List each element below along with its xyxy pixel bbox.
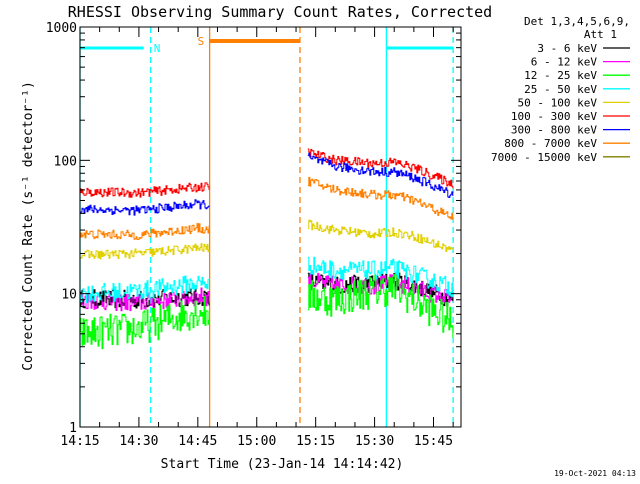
legend-header-1: Det 1,3,4,5,6,9, — [524, 15, 630, 28]
y-tick-label: 1000 — [46, 21, 77, 36]
legend-entry-label: 3 - 6 keV — [537, 42, 597, 55]
series-trace — [80, 275, 210, 304]
series-trace — [80, 243, 210, 260]
series-trace — [307, 256, 454, 298]
legend-entry-label: 25 - 50 keV — [524, 83, 597, 96]
series-trace — [307, 176, 454, 220]
series-trace — [80, 296, 210, 350]
time-intervals: NS — [79, 27, 454, 427]
x-tick-label: 14:45 — [178, 434, 217, 449]
night-interval-label: N — [154, 42, 161, 55]
x-tick-label: 14:30 — [119, 434, 158, 449]
legend-entry-label: 50 - 100 keV — [518, 96, 598, 109]
saa-interval-label: S — [198, 35, 205, 48]
x-tick-label: 15:30 — [355, 434, 394, 449]
y-tick-label: 100 — [54, 154, 77, 169]
series-trace — [307, 273, 454, 338]
x-tick-label: 14:15 — [60, 434, 99, 449]
series-trace — [307, 152, 454, 198]
y-tick-label: 10 — [61, 288, 77, 303]
x-tick-label: 15:45 — [414, 434, 453, 449]
legend-entry-label: 100 - 300 keV — [511, 110, 597, 123]
chart-title: RHESSI Observing Summary Count Rates, Co… — [68, 3, 492, 21]
legend-entry-label: 800 - 7000 keV — [504, 137, 597, 150]
plot-frame — [79, 26, 462, 428]
series-trace — [80, 287, 210, 312]
x-axis-label: Start Time (23-Jan-14 14:14:42) — [161, 457, 404, 472]
legend-entry-label: 12 - 25 keV — [524, 69, 597, 82]
legend-entry-label: 300 - 800 keV — [511, 124, 597, 137]
data-series — [80, 148, 454, 350]
series-trace — [80, 223, 210, 240]
series-trace — [80, 182, 210, 198]
x-tick-label: 15:15 — [296, 434, 335, 449]
y-tick-label: 1 — [69, 421, 77, 436]
series-trace — [307, 148, 454, 189]
legend-entry-label: 7000 - 15000 keV — [491, 151, 597, 164]
legend-entry-label: 6 - 12 keV — [531, 56, 598, 69]
generation-timestamp: 19-Oct-2021 04:13 — [554, 469, 636, 478]
legend-header-2: Att 1 — [584, 28, 617, 41]
x-tick-label: 15:00 — [237, 434, 276, 449]
series-trace — [307, 219, 454, 252]
y-axis-label: Corrected Count Rate (s⁻¹ detector⁻¹) — [21, 81, 36, 371]
series-trace — [80, 199, 210, 216]
axes: 1 10 100 1000 14:15 14:30 14:45 15:00 15:15 15:30… — [46, 21, 461, 449]
